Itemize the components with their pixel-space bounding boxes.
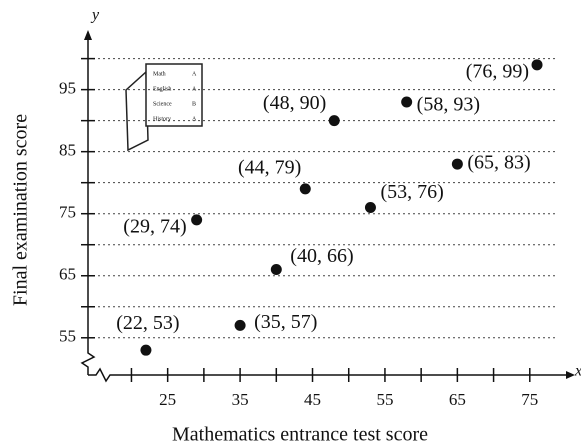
inset-grade: A (192, 116, 197, 122)
x-tick-label: 55 (376, 390, 393, 409)
point (401, 97, 412, 108)
inset-grade: A (192, 71, 197, 77)
point (191, 214, 202, 225)
x-tick-label: 45 (304, 390, 321, 409)
point (329, 115, 340, 126)
y-tick-label: 65 (59, 265, 76, 284)
x-tick-label: 25 (159, 390, 176, 409)
y-tick-label: 75 (59, 203, 76, 222)
x-tick-label: 65 (449, 390, 466, 409)
y-axis-title: Final examination score (10, 114, 32, 306)
x-tick-label: 75 (521, 390, 538, 409)
inset-subject: Science (153, 101, 172, 107)
inset-subject: History (153, 116, 171, 122)
point-label: (40, 66) (290, 245, 353, 267)
x-tick-label: 35 (232, 390, 249, 409)
point (532, 59, 543, 70)
point-label: (48, 90) (263, 92, 326, 114)
y-tick-label: 95 (59, 79, 76, 98)
point-label: (76, 99) (466, 60, 529, 82)
point-label: (44, 79) (238, 156, 301, 178)
inset-subject: Math (153, 71, 166, 77)
point (452, 159, 463, 170)
point (365, 202, 376, 213)
point-label: (29, 74) (123, 216, 186, 238)
point (271, 264, 282, 275)
x-axis-title: Mathematics entrance test score (172, 424, 428, 446)
x-arrow (566, 371, 575, 379)
y-arrow (84, 30, 92, 40)
point-label: (58, 93) (417, 94, 480, 116)
x-axis-name: x (574, 363, 581, 380)
chart: Mathematics entrance test score Final ex… (0, 0, 581, 448)
point-label: (35, 57) (254, 311, 317, 333)
y-tick-label: 85 (59, 141, 76, 160)
inset-grade: B (192, 101, 196, 107)
y-tick-label: 55 (59, 327, 76, 346)
point-label: (22, 53) (116, 312, 179, 334)
point (235, 320, 246, 331)
y-axis-name: y (90, 7, 100, 24)
point (300, 183, 311, 194)
point (140, 345, 151, 356)
point-label: (65, 83) (467, 152, 530, 174)
point-label: (53, 76) (380, 181, 443, 203)
